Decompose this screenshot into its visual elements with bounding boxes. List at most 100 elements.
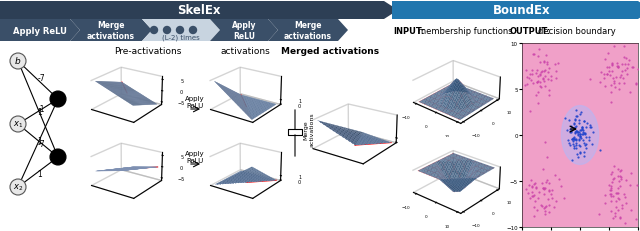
Point (625, 208, 636, 211)
Point (567, 138, 577, 142)
Circle shape (177, 27, 184, 34)
Circle shape (10, 54, 26, 70)
Point (525, 79, 536, 82)
Point (605, 74, 615, 77)
Point (534, 85, 545, 89)
Point (540, 186, 550, 190)
Text: BoundEx: BoundEx (493, 4, 551, 17)
Point (540, 60, 550, 64)
Point (602, 65, 612, 69)
Point (625, 184, 636, 187)
Point (532, 81, 542, 85)
Point (571, 141, 581, 145)
Point (564, 142, 575, 145)
Point (575, 129, 586, 132)
Point (598, 73, 609, 77)
Text: $x_1$: $x_1$ (13, 119, 23, 130)
Point (540, 140, 550, 144)
Point (577, 126, 587, 130)
Point (577, 133, 587, 137)
Polygon shape (0, 20, 80, 42)
Text: activations: activations (220, 47, 270, 56)
Point (578, 131, 588, 135)
Point (547, 79, 557, 82)
Point (534, 74, 545, 78)
Point (615, 185, 625, 188)
Point (607, 62, 617, 66)
Point (609, 82, 619, 85)
Point (614, 169, 625, 173)
Point (524, 77, 534, 81)
Point (595, 81, 605, 85)
Point (540, 68, 550, 72)
Point (576, 111, 586, 114)
Point (581, 135, 591, 139)
Point (569, 145, 579, 149)
Point (542, 156, 552, 159)
Point (575, 134, 585, 138)
Point (572, 130, 582, 133)
Point (580, 142, 591, 146)
Point (611, 191, 621, 195)
Point (614, 217, 625, 220)
Point (540, 206, 550, 210)
Point (568, 140, 579, 143)
Point (534, 190, 545, 194)
Point (520, 187, 531, 191)
Text: -1: -1 (37, 105, 45, 113)
Point (602, 72, 612, 76)
Point (537, 204, 547, 208)
Point (607, 70, 617, 74)
Point (623, 63, 633, 67)
Point (529, 205, 539, 209)
Point (580, 126, 591, 130)
Text: Merge
activations: Merge activations (303, 112, 314, 147)
Point (577, 128, 588, 131)
Point (571, 129, 581, 133)
Point (572, 152, 582, 156)
Text: b: b (15, 57, 21, 66)
Point (536, 85, 546, 89)
Point (536, 204, 546, 207)
Point (529, 214, 540, 218)
Point (604, 70, 614, 73)
Point (586, 125, 596, 129)
Polygon shape (0, 2, 398, 20)
Point (571, 144, 581, 147)
Point (616, 74, 627, 78)
Point (573, 156, 584, 160)
Point (600, 193, 611, 197)
Point (611, 205, 621, 209)
Point (605, 84, 616, 87)
Point (609, 165, 620, 168)
Point (538, 186, 548, 190)
Point (614, 197, 625, 201)
Text: Pre-activations: Pre-activations (115, 47, 182, 56)
Point (579, 154, 589, 158)
Point (581, 146, 591, 150)
Circle shape (189, 27, 196, 34)
Point (607, 171, 618, 174)
Point (574, 119, 584, 123)
Point (579, 139, 589, 142)
Point (579, 120, 589, 124)
Point (531, 186, 541, 190)
Point (607, 63, 617, 66)
Point (574, 130, 584, 134)
Point (535, 73, 545, 76)
Point (614, 88, 624, 91)
Point (540, 212, 550, 216)
Text: Apply
ReLU: Apply ReLU (232, 21, 256, 40)
Point (612, 65, 622, 68)
Point (568, 136, 579, 140)
Point (538, 77, 548, 81)
Point (605, 200, 616, 203)
Point (540, 54, 550, 58)
Point (550, 70, 561, 73)
Point (618, 82, 628, 86)
Circle shape (163, 27, 170, 34)
Point (573, 133, 584, 137)
Text: Apply
ReLU: Apply ReLU (185, 96, 205, 109)
Point (539, 188, 549, 191)
Point (580, 131, 590, 135)
